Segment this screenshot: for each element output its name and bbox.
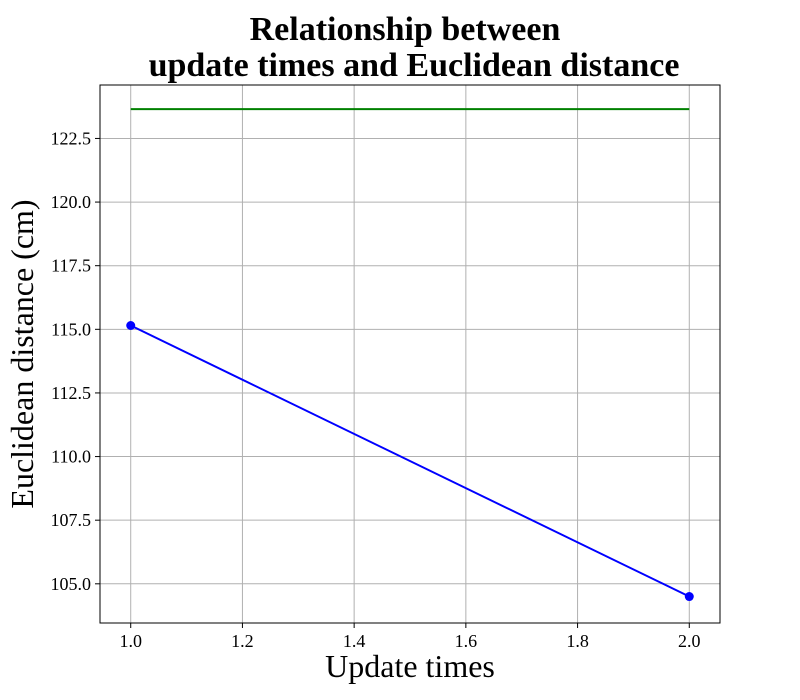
- series-line: [130, 324, 690, 598]
- ticks: 1.0 1.2 1.4 1.6 1.8 2.0 105.0 107.5 110.0 112.5 11…: [51, 128, 701, 651]
- y-tick-label: 115.0: [51, 319, 91, 339]
- y-tick-label: 122.5: [51, 128, 92, 148]
- x-tick-label: 1.8: [566, 631, 589, 651]
- x-tick-label: 1.6: [455, 631, 478, 651]
- y-axis-label: Euclidean distance (cm): [4, 199, 40, 508]
- chart-title-line-1: Relationship between: [250, 11, 561, 48]
- x-tick-label: 1.0: [119, 631, 142, 651]
- y-tick-label: 120.0: [51, 192, 92, 212]
- x-axis-label: Update times: [325, 648, 495, 684]
- x-tick-label: 1.2: [231, 631, 254, 651]
- data-point: [684, 592, 694, 602]
- plot-frame: [99, 84, 721, 624]
- plot-series: [126, 108, 694, 602]
- x-tick-label: 2.0: [678, 631, 701, 651]
- y-tick-label: 105.0: [51, 574, 92, 594]
- chart-title-line-2: update times and Euclidean distance: [149, 47, 680, 84]
- y-tick-label: 110.0: [51, 447, 91, 467]
- data-point: [126, 320, 136, 330]
- y-tick-label: 107.5: [51, 510, 92, 530]
- y-tick-label: 117.5: [51, 256, 91, 276]
- grid: [100, 85, 720, 623]
- y-tick-label: 112.5: [51, 383, 91, 403]
- x-tick-label: 1.4: [343, 631, 366, 651]
